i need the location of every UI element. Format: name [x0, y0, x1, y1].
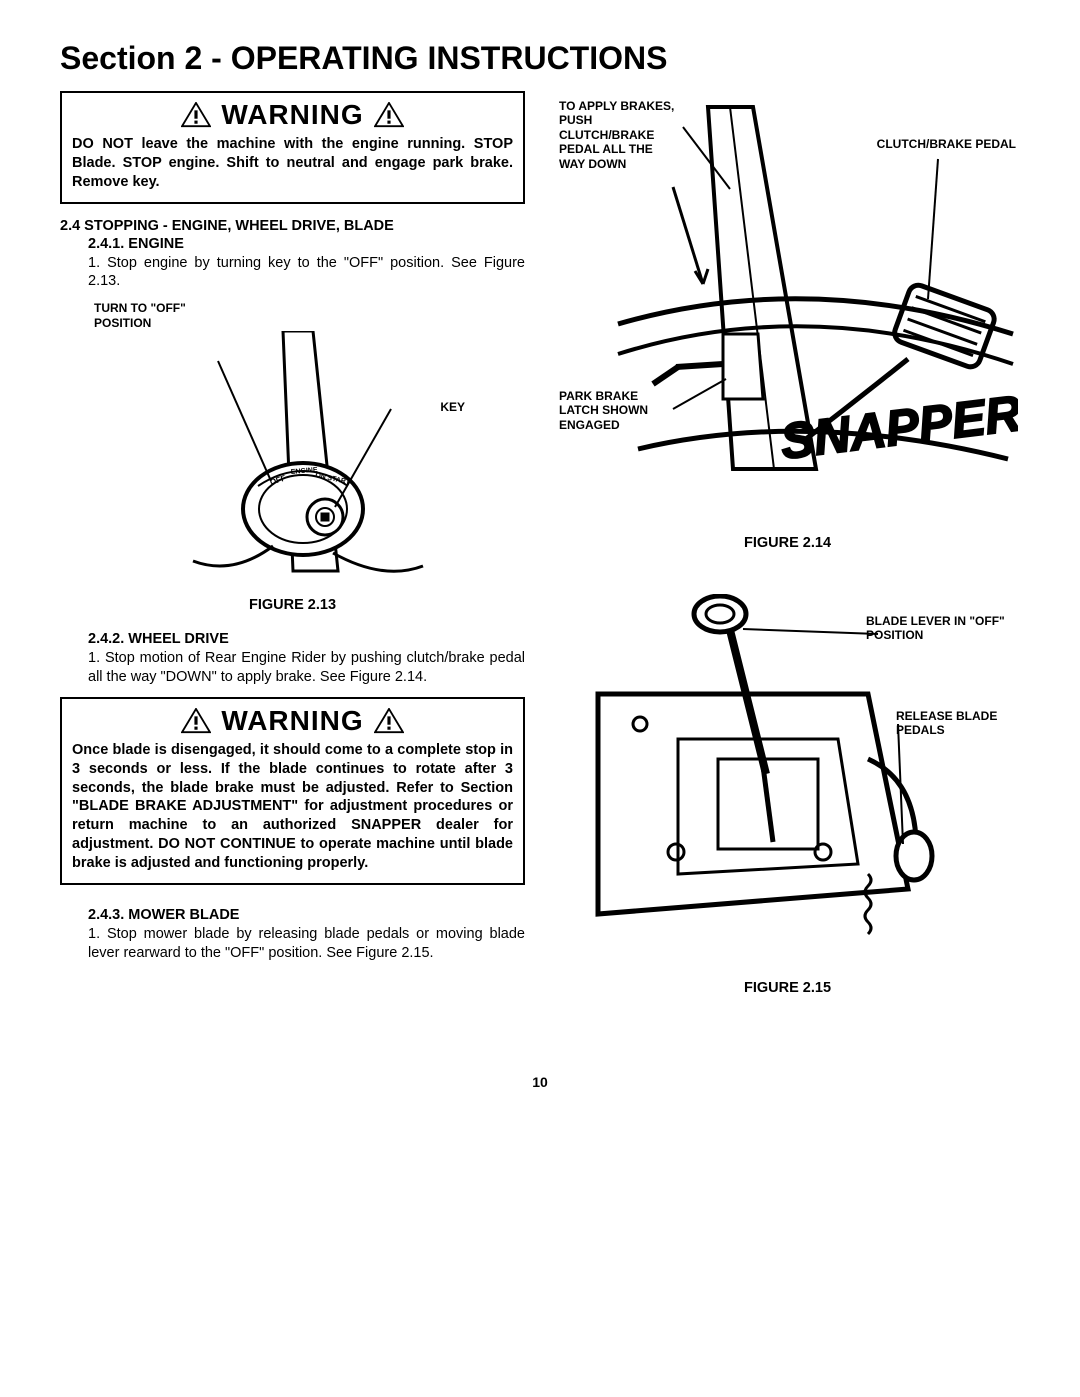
figure-2-13-caption: FIGURE 2.13 — [60, 597, 525, 613]
warning-box-1: WARNING DO NOT leave the machine with th… — [60, 91, 525, 204]
warning-text: Once blade is disengaged, it should come… — [72, 741, 513, 873]
warning-text: DO NOT leave the machine with the engine… — [72, 135, 513, 192]
callout-key: KEY — [440, 400, 465, 414]
warning-icon — [181, 102, 211, 128]
section-2-4-2-text: 1. Stop motion of Rear Engine Rider by p… — [88, 649, 525, 687]
callout-turn-off: TURN TO "OFF" POSITION — [94, 301, 244, 330]
callout-park-brake-latch: PARK BRAKE LATCH SHOWN ENGAGED — [559, 389, 669, 432]
left-column: WARNING DO NOT leave the machine with th… — [60, 91, 525, 1034]
section-2-4-1-text: 1. Stop engine by turning key to the "OF… — [88, 254, 525, 292]
figure-2-15-caption: FIGURE 2.15 — [555, 980, 1020, 996]
warning-icon — [374, 102, 404, 128]
warning-icon — [181, 708, 211, 734]
figure-2-14: TO APPLY BRAKES, PUSH CLUTCH/BRAKE PEDAL… — [555, 99, 1020, 574]
page-title: Section 2 - OPERATING INSTRUCTIONS — [60, 40, 1020, 77]
right-column: TO APPLY BRAKES, PUSH CLUTCH/BRAKE PEDAL… — [555, 91, 1020, 1034]
callout-clutch-brake-pedal: CLUTCH/BRAKE PEDAL — [877, 137, 1016, 151]
section-2-4-3-text: 1. Stop mower blade by releasing blade p… — [88, 925, 525, 963]
figure-2-15: BLADE LEVER IN "OFF" POSITION RELEASE BL… — [555, 594, 1020, 1024]
warning-heading: WARNING — [221, 99, 363, 131]
callout-blade-lever: BLADE LEVER IN "OFF" POSITION — [866, 614, 1016, 643]
svg-text:SNAPPER: SNAPPER — [777, 385, 1017, 470]
page-number: 10 — [60, 1074, 1020, 1090]
section-2-4-3-heading: 2.4.3. MOWER BLADE — [88, 907, 525, 923]
section-2-4-2-heading: 2.4.2. WHEEL DRIVE — [88, 631, 525, 647]
warning-icon — [374, 708, 404, 734]
callout-release-pedals: RELEASE BLADE PEDALS — [896, 709, 1016, 738]
figure-2-13: TURN TO "OFF" POSITION KEY — [60, 301, 525, 621]
figure-2-15-illustration — [568, 594, 1008, 974]
callout-apply-brakes: TO APPLY BRAKES, PUSH CLUTCH/BRAKE PEDAL… — [559, 99, 679, 171]
figure-2-14-caption: FIGURE 2.14 — [555, 535, 1020, 551]
warning-box-2: WARNING Once blade is disengaged, it sho… — [60, 697, 525, 885]
section-2-4-heading: 2.4 STOPPING - ENGINE, WHEEL DRIVE, BLAD… — [60, 218, 525, 234]
figure-2-13-illustration: OFF ENGINE ON START — [153, 331, 433, 591]
section-2-4-1-heading: 2.4.1. ENGINE — [88, 236, 525, 252]
warning-heading: WARNING — [221, 705, 363, 737]
